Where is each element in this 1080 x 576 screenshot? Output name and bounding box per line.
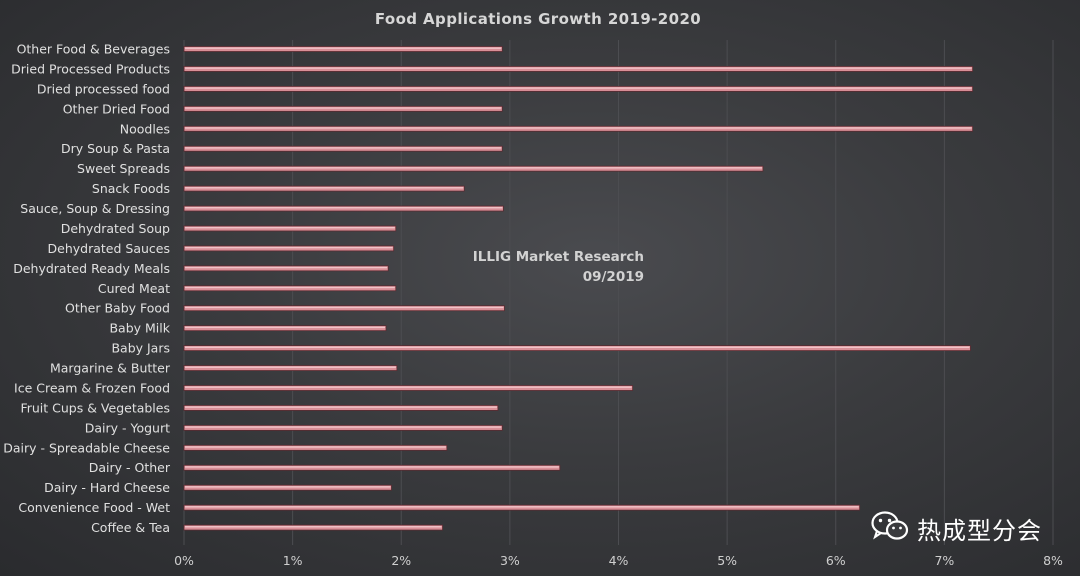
category-label: Snack Foods (92, 181, 170, 196)
category-label: Sauce, Soup & Dressing (20, 201, 170, 216)
category-label: Dairy - Other (89, 460, 171, 475)
bar (183, 145, 503, 152)
bar (183, 46, 503, 52)
bar-highlight (185, 306, 504, 309)
category-label: Dry Soup & Pasta (61, 141, 170, 156)
bar (183, 165, 764, 172)
bar (183, 105, 503, 112)
bar (183, 504, 861, 511)
bar (183, 125, 974, 132)
bar (183, 405, 499, 411)
x-tick-label: 2% (391, 553, 411, 568)
bar-highlight (185, 466, 559, 468)
annotation-line-1: ILLIG Market Research (473, 249, 644, 265)
x-tick-label: 6% (826, 553, 846, 568)
category-label: Dehydrated Sauces (48, 241, 170, 256)
category-label: Other Food & Beverages (17, 42, 170, 57)
bar-highlight (185, 266, 388, 269)
bar (183, 285, 397, 292)
x-tick-label: 8% (1043, 553, 1063, 568)
category-label: Noodles (120, 121, 170, 136)
category-label: Convenience Food - Wet (18, 500, 170, 515)
x-tick-label: 4% (609, 553, 629, 568)
bar-highlight (185, 107, 502, 109)
bar-highlight (185, 346, 970, 348)
bar-highlight (185, 226, 395, 229)
category-label: Dairy - Spreadable Cheese (3, 440, 170, 455)
bar (183, 265, 389, 272)
bar-highlight (185, 486, 391, 488)
category-label: Baby Milk (109, 321, 170, 336)
bar (183, 205, 504, 212)
bar (183, 444, 448, 451)
bar (183, 365, 398, 371)
x-tick-label: 5% (717, 553, 737, 568)
category-label: Margarine & Butter (50, 361, 171, 376)
annotation-line-2: 09/2019 (583, 269, 644, 285)
category-label: Fruit Cups & Vegetables (20, 400, 170, 415)
bar (183, 484, 392, 491)
bar (183, 464, 561, 471)
bar-highlight (185, 47, 502, 49)
bar-highlight (185, 187, 464, 189)
category-label: Dried processed food (37, 81, 170, 96)
category-label: Dried Processed Products (11, 61, 170, 76)
category-label: Coffee & Tea (91, 520, 170, 535)
category-label: Dehydrated Ready Meals (13, 261, 170, 276)
bar-highlight (185, 406, 497, 408)
category-label: Dairy - Yogurt (85, 420, 170, 435)
wechat-icon (871, 510, 909, 546)
bar-highlight (185, 87, 972, 89)
bar-highlight (185, 326, 386, 329)
bar-highlight (185, 446, 446, 448)
category-label: Dairy - Hard Cheese (44, 480, 170, 495)
bar-highlight (185, 506, 859, 508)
bar-highlight (185, 67, 972, 69)
category-label: Other Dried Food (63, 101, 170, 116)
category-label: Other Baby Food (65, 301, 170, 316)
watermark: 热成型分会 (871, 510, 1042, 546)
bar (183, 385, 634, 391)
category-label: Sweet Spreads (77, 161, 170, 176)
bar (183, 85, 974, 92)
bar (183, 345, 971, 352)
x-tick-label: 1% (283, 553, 303, 568)
x-tick-label: 0% (174, 553, 194, 568)
bar-highlight (185, 127, 972, 129)
bar-highlight (185, 526, 442, 528)
bar (183, 524, 443, 531)
bar-highlight (185, 426, 502, 428)
bar (183, 185, 465, 192)
bar-highlight (185, 366, 396, 368)
bar-highlight (185, 147, 502, 149)
bar-highlight (185, 246, 393, 249)
x-tick-label: 3% (500, 553, 520, 568)
bar-highlight (185, 386, 632, 388)
category-label: Ice Cream & Frozen Food (14, 380, 170, 395)
bar (183, 424, 503, 431)
bar-highlight (185, 167, 762, 169)
watermark-text: 热成型分会 (917, 516, 1042, 545)
bar (183, 245, 395, 252)
bar (183, 225, 397, 232)
category-label: Cured Meat (98, 281, 170, 296)
category-label: Baby Jars (111, 341, 170, 356)
bar (183, 305, 505, 312)
bar (183, 66, 974, 72)
chart-title: Food Applications Growth 2019-2020 (375, 10, 701, 28)
bar (183, 325, 387, 332)
bar-highlight (185, 286, 395, 289)
category-label: Dehydrated Soup (61, 221, 170, 236)
bar-highlight (185, 207, 503, 209)
x-tick-label: 7% (934, 553, 954, 568)
